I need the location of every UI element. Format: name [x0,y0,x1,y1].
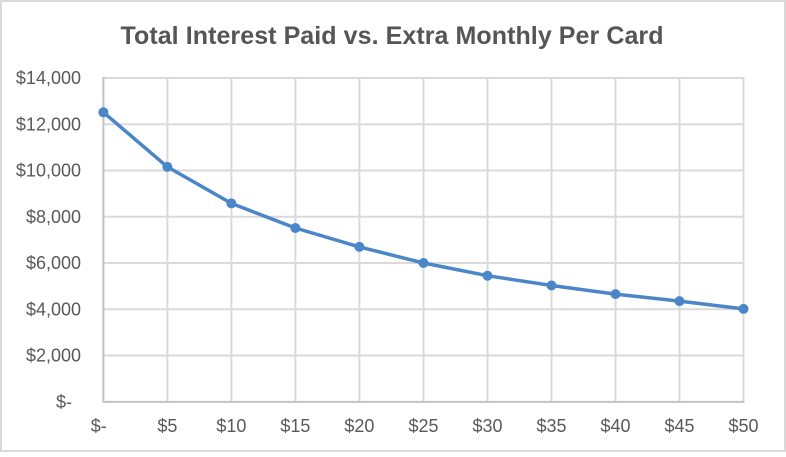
svg-text:$50: $50 [728,416,758,436]
svg-text:$8,000: $8,000 [26,207,81,227]
svg-text:$15: $15 [280,416,310,436]
svg-text:$6,000: $6,000 [26,253,81,273]
svg-text:$2,000: $2,000 [26,346,81,366]
svg-text:$14,000: $14,000 [16,68,81,88]
svg-text:Total Interest Paid vs. Extra: Total Interest Paid vs. Extra Monthly Pe… [121,22,664,50]
svg-text:$25: $25 [408,416,438,436]
svg-text:$12,000: $12,000 [16,114,81,134]
svg-text:$35: $35 [536,416,566,436]
svg-text:$20: $20 [344,416,374,436]
svg-text:$4,000: $4,000 [26,299,81,319]
svg-text:$30: $30 [472,416,502,436]
svg-text:$10: $10 [216,416,246,436]
svg-text:$-: $- [56,392,72,412]
svg-text:$-: $- [91,416,107,436]
svg-text:$40: $40 [600,416,630,436]
svg-text:$45: $45 [664,416,694,436]
svg-text:$10,000: $10,000 [16,161,81,181]
svg-text:$5: $5 [157,416,177,436]
